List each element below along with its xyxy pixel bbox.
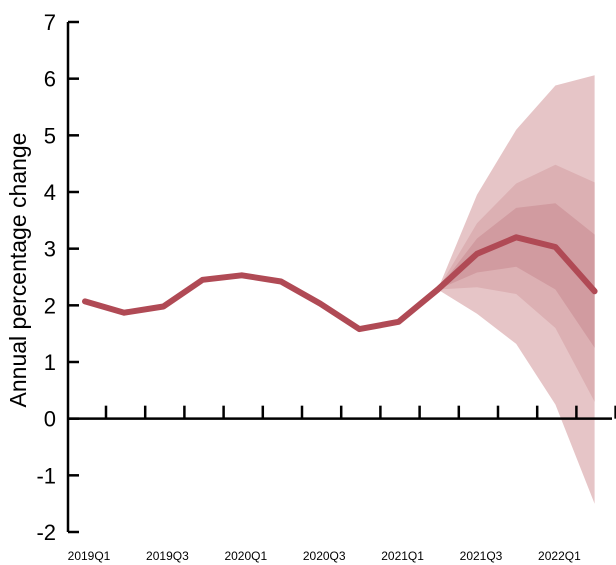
y-tick-label: 6 <box>44 67 56 92</box>
projection-line <box>82 234 598 333</box>
central-projection <box>82 234 598 333</box>
x-tick-label: 2019Q3 <box>146 549 189 563</box>
y-tick-label: 7 <box>44 10 56 35</box>
y-tick-label: 3 <box>44 237 56 262</box>
x-tick-label: 2021Q3 <box>460 549 503 563</box>
fan-bands <box>437 75 595 504</box>
x-tick-label: 2020Q3 <box>303 549 346 563</box>
fan-band-3 <box>437 203 595 348</box>
x-tick-label: 2019Q1 <box>68 549 111 563</box>
y-axis-title: Annual percentage change <box>5 133 31 408</box>
y-tick-label: 2 <box>44 293 56 318</box>
y-tick-label: -1 <box>36 463 56 488</box>
x-tick-label: 2022Q1 <box>538 549 581 563</box>
y-tick-label: 0 <box>44 407 56 432</box>
axes <box>66 20 616 534</box>
x-tick-label: 2020Q1 <box>224 549 267 563</box>
tick-labels: -2 -1 0 1 2 3 4 5 6 7 2019Q1 2019Q3 2020Q1 2020Q3 2021… <box>36 10 581 563</box>
x-tick-label: 2021Q1 <box>381 549 424 563</box>
y-tick-label: 1 <box>44 350 56 375</box>
y-tick-label: -2 <box>36 520 56 545</box>
y-tick-label: 5 <box>44 123 56 148</box>
y-tick-label: 4 <box>44 180 56 205</box>
